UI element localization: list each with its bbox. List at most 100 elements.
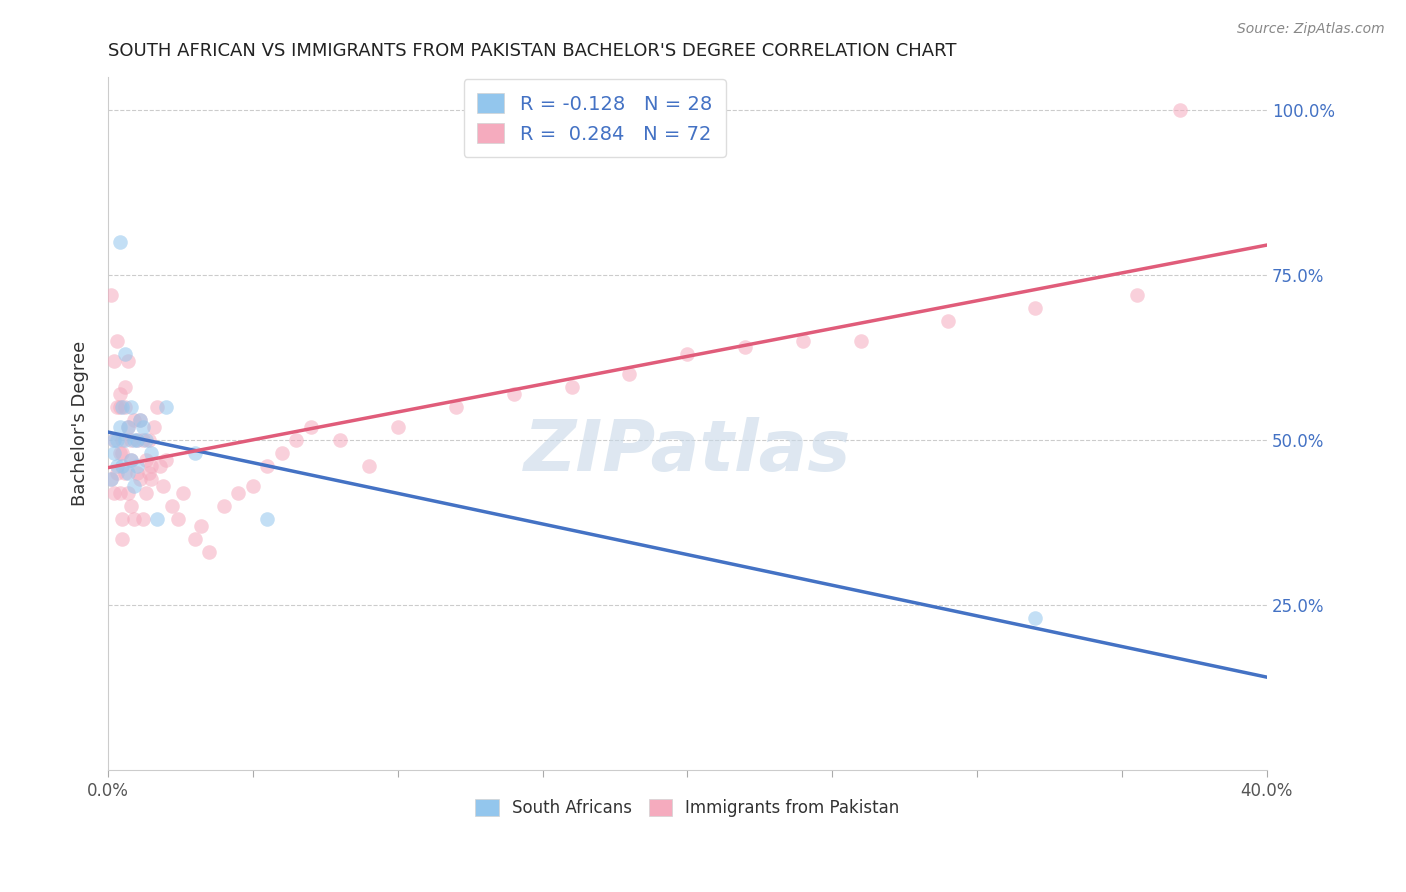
Point	[138, 433, 160, 447]
Point	[792, 334, 814, 348]
Point	[155, 452, 177, 467]
Point	[138, 466, 160, 480]
Point	[198, 545, 221, 559]
Point	[141, 472, 163, 486]
Point	[135, 452, 157, 467]
Point	[212, 499, 235, 513]
Point	[141, 446, 163, 460]
Legend: South Africans, Immigrants from Pakistan: South Africans, Immigrants from Pakistan	[468, 793, 907, 824]
Point	[111, 459, 134, 474]
Point	[561, 380, 583, 394]
Point	[105, 400, 128, 414]
Point	[105, 334, 128, 348]
Point	[122, 512, 145, 526]
Point	[128, 413, 150, 427]
Point	[111, 400, 134, 414]
Point	[146, 512, 169, 526]
Point	[256, 512, 278, 526]
Point	[1024, 611, 1046, 625]
Point	[184, 446, 207, 460]
Point	[851, 334, 873, 348]
Point	[100, 472, 122, 486]
Point	[1024, 301, 1046, 315]
Point	[103, 446, 125, 460]
Point	[103, 485, 125, 500]
Point	[1168, 103, 1191, 117]
Point	[502, 386, 524, 401]
Point	[125, 433, 148, 447]
Point	[117, 466, 139, 480]
Point	[1125, 287, 1147, 301]
Point	[117, 419, 139, 434]
Point	[141, 459, 163, 474]
Point	[166, 512, 188, 526]
Point	[128, 413, 150, 427]
Text: ZIPatlas: ZIPatlas	[524, 417, 851, 485]
Point	[120, 452, 142, 467]
Point	[108, 386, 131, 401]
Point	[105, 466, 128, 480]
Point	[155, 400, 177, 414]
Point	[125, 466, 148, 480]
Point	[120, 499, 142, 513]
Point	[117, 419, 139, 434]
Point	[120, 452, 142, 467]
Point	[117, 485, 139, 500]
Point	[114, 380, 136, 394]
Point	[160, 499, 183, 513]
Point	[135, 485, 157, 500]
Point	[120, 400, 142, 414]
Point	[108, 400, 131, 414]
Point	[105, 433, 128, 447]
Point	[329, 433, 352, 447]
Point	[114, 347, 136, 361]
Point	[108, 485, 131, 500]
Point	[132, 512, 155, 526]
Point	[734, 340, 756, 354]
Point	[122, 413, 145, 427]
Text: Source: ZipAtlas.com: Source: ZipAtlas.com	[1237, 22, 1385, 37]
Point	[132, 419, 155, 434]
Point	[619, 367, 641, 381]
Point	[120, 433, 142, 447]
Point	[228, 485, 250, 500]
Point	[387, 419, 409, 434]
Point	[172, 485, 194, 500]
Point	[117, 353, 139, 368]
Point	[105, 459, 128, 474]
Point	[143, 419, 166, 434]
Point	[103, 433, 125, 447]
Point	[114, 433, 136, 447]
Point	[100, 472, 122, 486]
Point	[270, 446, 292, 460]
Point	[103, 433, 125, 447]
Y-axis label: Bachelor's Degree: Bachelor's Degree	[72, 341, 89, 506]
Point	[936, 314, 959, 328]
Point	[108, 235, 131, 249]
Point	[444, 400, 467, 414]
Point	[111, 532, 134, 546]
Point	[122, 479, 145, 493]
Point	[125, 459, 148, 474]
Point	[135, 433, 157, 447]
Point	[146, 400, 169, 414]
Point	[676, 347, 699, 361]
Point	[149, 459, 172, 474]
Point	[114, 466, 136, 480]
Point	[108, 446, 131, 460]
Point	[190, 518, 212, 533]
Point	[299, 419, 322, 434]
Point	[111, 512, 134, 526]
Point	[122, 433, 145, 447]
Point	[111, 446, 134, 460]
Point	[114, 400, 136, 414]
Point	[256, 459, 278, 474]
Point	[132, 433, 155, 447]
Point	[242, 479, 264, 493]
Point	[111, 433, 134, 447]
Point	[357, 459, 380, 474]
Point	[108, 419, 131, 434]
Point	[285, 433, 308, 447]
Point	[128, 472, 150, 486]
Point	[125, 433, 148, 447]
